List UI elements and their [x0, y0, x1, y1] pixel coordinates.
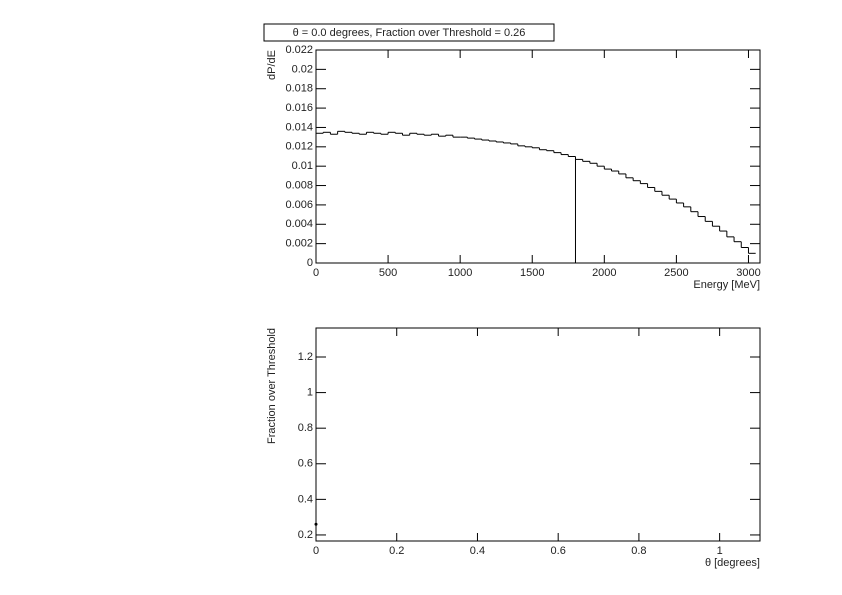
y-tick-label: 0.004 [285, 218, 313, 230]
x-tick-label: 2000 [592, 267, 616, 279]
x-tick-label: 0 [313, 545, 319, 557]
title-box [263, 23, 555, 42]
x-axis-label: Energy [MeV] [693, 279, 760, 291]
y-tick-label: 0.006 [285, 199, 313, 211]
data-point [314, 522, 318, 526]
x-tick-label: 0.4 [470, 545, 485, 557]
x-tick-label: 2500 [664, 267, 688, 279]
y-tick-label: 0.8 [298, 422, 313, 434]
x-tick-label: 1 [717, 545, 723, 557]
x-tick-label: 3000 [736, 267, 760, 279]
y-tick-label: 0.014 [285, 121, 313, 133]
y-tick-label: 0.022 [285, 44, 313, 56]
x-tick-label: 1000 [448, 267, 472, 279]
y-tick-label: 0.008 [285, 179, 313, 191]
y-tick-label: 0.01 [292, 160, 313, 172]
y-tick-label: 1.2 [298, 351, 313, 363]
x-tick-label: 0.6 [551, 545, 566, 557]
y-tick-label: 0 [307, 257, 313, 269]
x-tick-label: 0.2 [389, 545, 404, 557]
y-tick-label: 0.4 [298, 493, 313, 505]
y-tick-label: 0.6 [298, 458, 313, 470]
x-tick-label: 1500 [520, 267, 544, 279]
plot-frame [315, 327, 761, 542]
chart-title: θ = 0.0 degrees, Fraction over Threshold… [293, 27, 526, 39]
y-tick-label: 0.012 [285, 141, 313, 153]
y-axis-label: Fraction over Threshold [266, 328, 278, 444]
x-axis-label: θ [degrees] [705, 557, 760, 569]
y-tick-label: 0.02 [292, 63, 313, 75]
x-tick-label: 500 [379, 267, 397, 279]
y-tick-label: 0.018 [285, 83, 313, 95]
plot-frame [315, 49, 761, 264]
y-tick-label: 0.2 [298, 529, 313, 541]
x-tick-label: 0.8 [631, 545, 646, 557]
y-tick-label: 0.002 [285, 238, 313, 250]
x-tick-label: 0 [313, 267, 319, 279]
y-tick-label: 1 [307, 387, 313, 399]
y-axis-label: dP/dE [266, 50, 278, 80]
y-tick-label: 0.016 [285, 102, 313, 114]
